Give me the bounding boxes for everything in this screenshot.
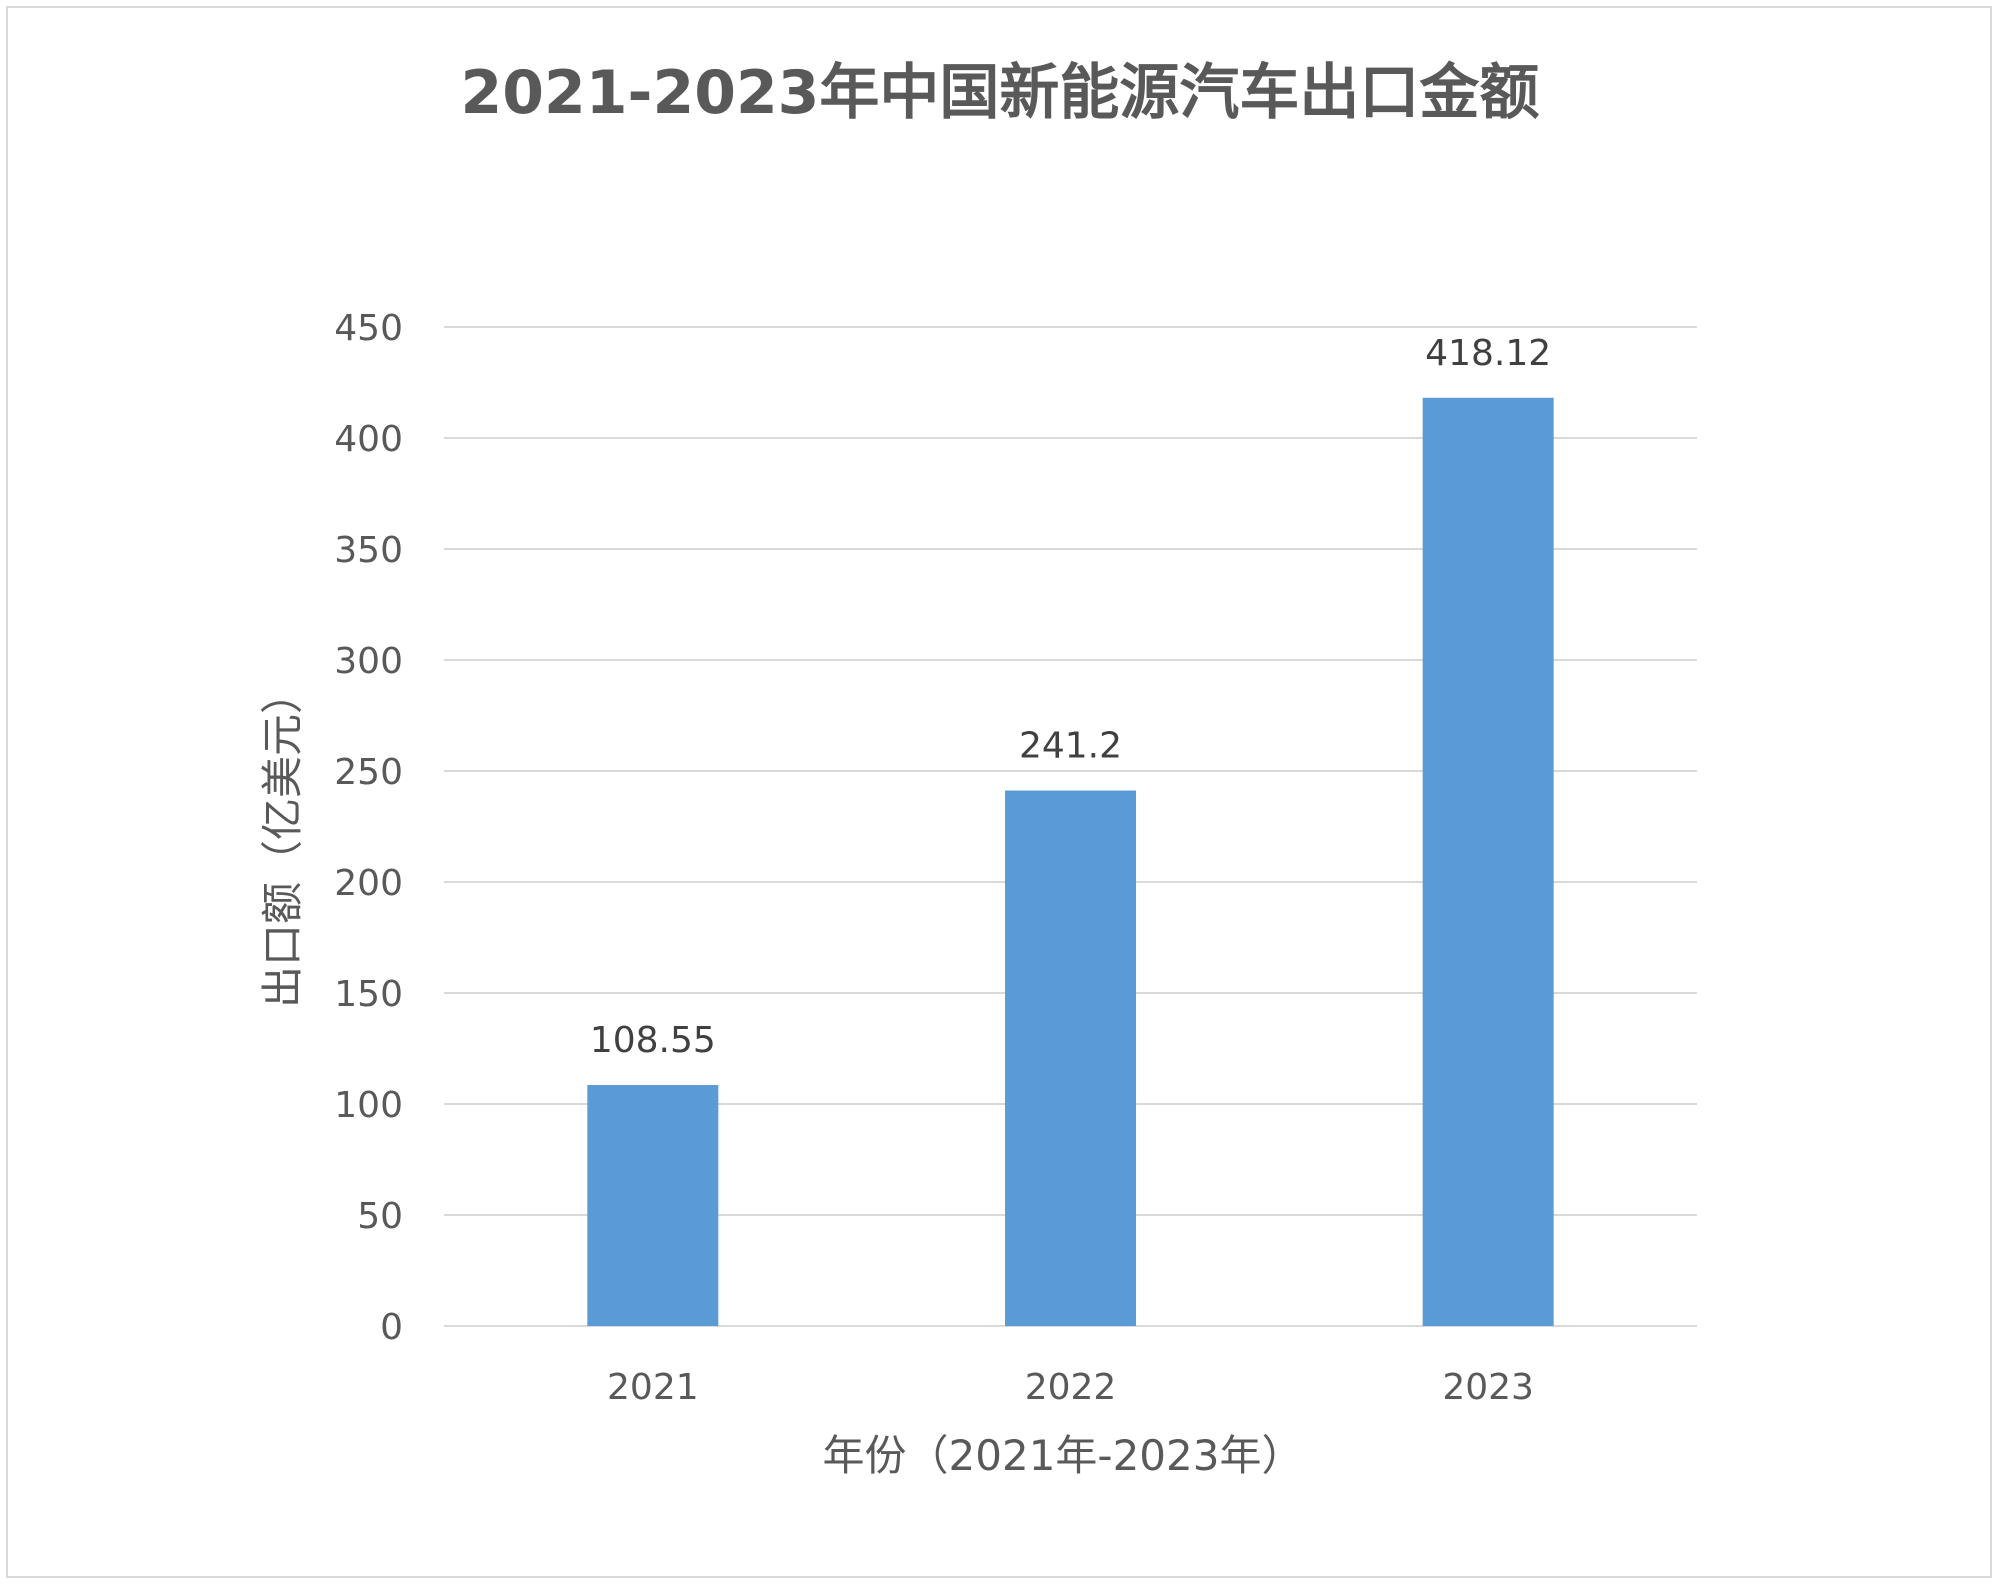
y-tick-label: 450 (334, 308, 403, 349)
y-tick-label: 150 (334, 974, 403, 1015)
y-tick-label: 100 (334, 1085, 403, 1126)
data-labels: 108.55 241.2 418.12 (590, 333, 1551, 1061)
y-axis-ticks: 0 50 100 150 200 250 300 350 400 450 (334, 308, 403, 1348)
x-tick-label-2023: 2023 (1442, 1367, 1534, 1408)
data-label-2023: 418.12 (1425, 333, 1551, 374)
y-tick-label: 250 (334, 752, 403, 793)
bar-2021 (587, 1085, 719, 1326)
y-axis-title: 出口额（亿美元） (258, 672, 307, 1008)
bar-2022 (1005, 790, 1136, 1326)
x-tick-label-2022: 2022 (1025, 1367, 1117, 1408)
data-label-2022: 241.2 (1019, 726, 1122, 767)
y-tick-label: 200 (334, 863, 403, 904)
chart-frame (6, 6, 1992, 1578)
data-label-2021: 108.55 (590, 1020, 716, 1061)
bars (587, 397, 1554, 1327)
y-tick-label: 300 (334, 641, 403, 682)
x-tick-label-2021: 2021 (607, 1367, 699, 1408)
bar-2023 (1422, 397, 1554, 1327)
chart-title: 2021-2023年中国新能源汽车出口金额 (461, 58, 1540, 128)
y-tick-label: 400 (334, 419, 403, 460)
y-tick-label: 350 (334, 530, 403, 571)
x-axis-ticks: 2021 2022 2023 (607, 1367, 1534, 1408)
x-axis-title: 年份（2021年-2023年） (823, 1431, 1304, 1480)
y-tick-label: 50 (357, 1196, 403, 1237)
y-tick-label: 0 (380, 1307, 403, 1348)
